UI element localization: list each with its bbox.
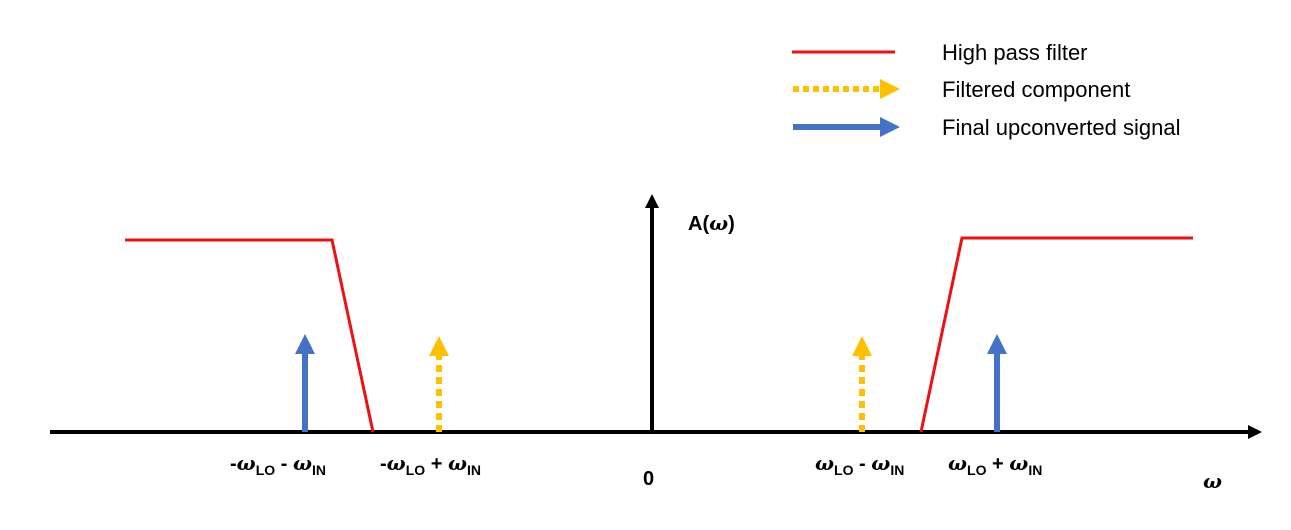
tick-label-neg-lo-plus-in: -ωLO + ωIN xyxy=(380,451,481,478)
y-axis-label: A(ω) xyxy=(688,211,735,235)
filtered-arrow-pos xyxy=(852,336,872,432)
legend-signal-arrowhead xyxy=(880,117,900,137)
x-axis-arrowhead xyxy=(1248,425,1262,439)
filter-curve-left xyxy=(125,238,375,433)
legend-filter-label: High pass filter xyxy=(942,40,1088,65)
signal-arrow-pos xyxy=(987,334,1007,432)
legend-filtered-arrowhead xyxy=(880,79,900,99)
tick-label-neg-lo-minus-in: -ωLO - ωIN xyxy=(230,451,326,478)
legend-filtered-label: Filtered component xyxy=(942,77,1130,102)
origin-label: 0 xyxy=(643,468,654,490)
tick-label-lo-plus-in: ωLO + ωIN xyxy=(948,451,1042,478)
legend: High pass filter Filtered component Fina… xyxy=(792,40,1180,140)
filter-curve-right xyxy=(919,236,1193,433)
signal-arrow-neg xyxy=(295,334,315,432)
x-axis-label: ω xyxy=(1203,469,1222,493)
filtered-arrow-neg xyxy=(429,336,449,432)
legend-signal-label: Final upconverted signal xyxy=(942,115,1180,140)
y-axis-arrowhead xyxy=(645,194,659,208)
tick-label-lo-minus-in: ωLO - ωIN xyxy=(815,451,904,478)
